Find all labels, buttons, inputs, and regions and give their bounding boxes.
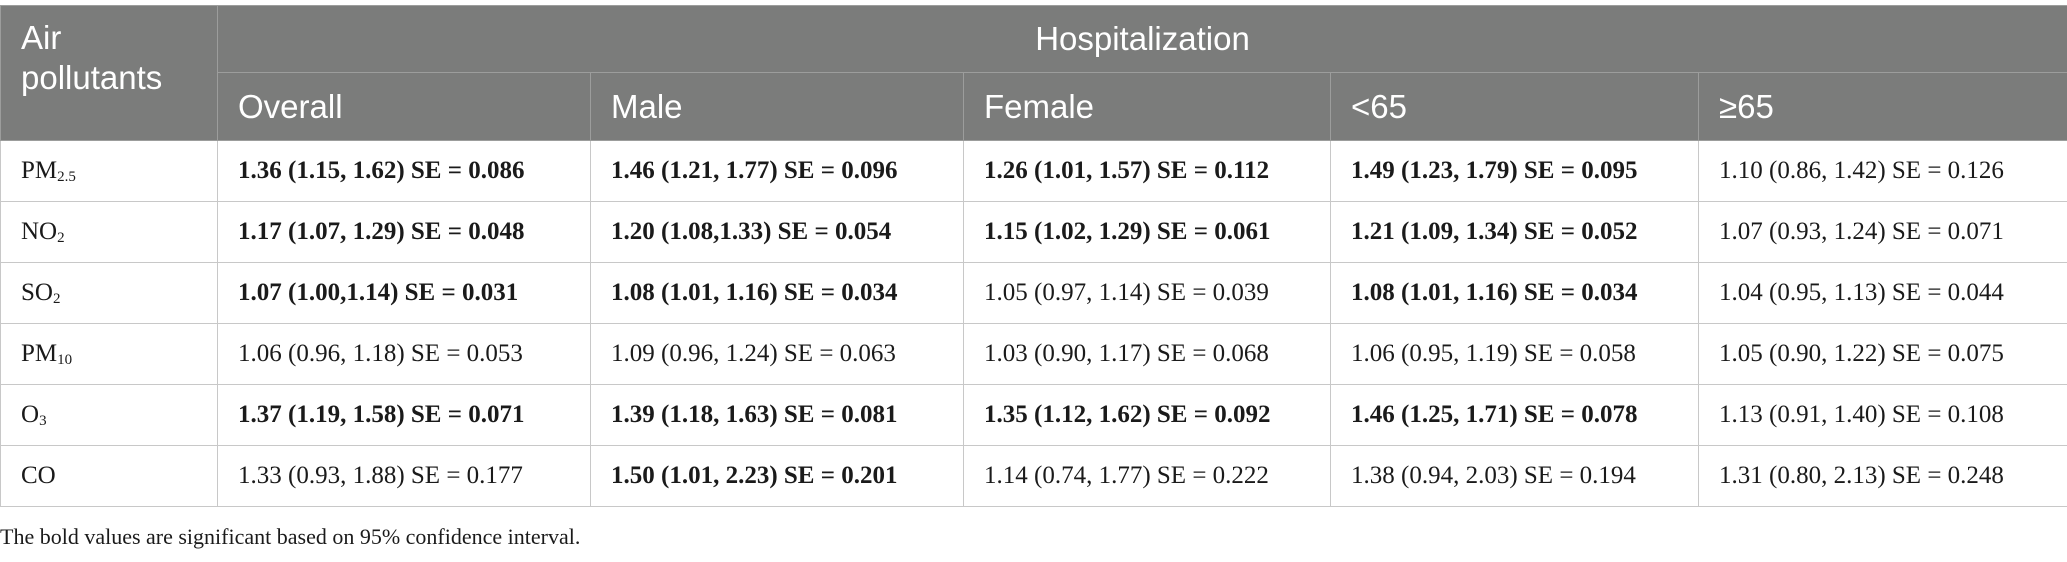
table-row: PM10 1.06 (0.96, 1.18) SE = 0.053 1.09 (0.…	[0, 323, 2067, 385]
table-cell: 1.37 (1.19, 1.58) SE = 0.071	[217, 384, 591, 446]
pollutant-label: CO	[0, 445, 218, 507]
pollutant-subscript: 2.5	[57, 169, 76, 185]
table-cell: 1.10 (0.86, 1.42) SE = 0.126	[1698, 140, 2067, 202]
pollutant-name: SO	[21, 279, 53, 306]
pollutant-subscript: 3	[39, 413, 47, 429]
table-cell: 1.46 (1.21, 1.77) SE = 0.096	[590, 140, 964, 202]
table-header: Air pollutants Hospitalization Overall M…	[0, 5, 2067, 141]
table-row: CO 1.33 (0.93, 1.88) SE = 0.177 1.50 (1.01…	[0, 445, 2067, 507]
pollutant-name: CO	[21, 462, 56, 489]
group-header: Hospitalization	[217, 5, 2067, 73]
table-cell: 1.46 (1.25, 1.71) SE = 0.078	[1330, 384, 1699, 446]
pollutant-subscript: 10	[57, 352, 73, 368]
table-cell: 1.06 (0.96, 1.18) SE = 0.053	[217, 323, 591, 385]
pollutant-label: SO2	[0, 262, 218, 324]
table-cell: 1.38 (0.94, 2.03) SE = 0.194	[1330, 445, 1699, 507]
table-cell: 1.14 (0.74, 1.77) SE = 0.222	[963, 445, 1331, 507]
pollutant-label: PM10	[0, 323, 218, 385]
pollutant-subscript: 2	[52, 291, 61, 307]
table-cell: 1.35 (1.12, 1.62) SE = 0.092	[963, 384, 1331, 446]
table-cell: 1.49 (1.23, 1.79) SE = 0.095	[1330, 140, 1699, 202]
pollutant-label: O3	[0, 384, 218, 446]
column-header-female: Female	[963, 72, 1331, 141]
column-header-under-65: <65	[1330, 72, 1699, 141]
table-cell: 1.07 (0.93, 1.24) SE = 0.071	[1698, 201, 2067, 263]
pollutant-name: PM	[21, 157, 58, 184]
column-header-male: Male	[590, 72, 964, 141]
table-cell: 1.06 (0.95, 1.19) SE = 0.058	[1330, 323, 1699, 385]
table-cell: 1.03 (0.90, 1.17) SE = 0.068	[963, 323, 1331, 385]
table-row: NO2 1.17 (1.07, 1.29) SE = 0.048 1.20 (1.0…	[0, 201, 2067, 263]
results-table: Air pollutants Hospitalization Overall M…	[0, 5, 2067, 507]
table-cell: 1.20 (1.08,1.33) SE = 0.054	[590, 201, 964, 263]
table-cell: 1.26 (1.01, 1.57) SE = 0.112	[963, 140, 1331, 202]
pollutant-subscript: 2	[57, 230, 65, 246]
pollutant-name: PM	[21, 340, 58, 367]
table-body: PM2.5 1.36 (1.15, 1.62) SE = 0.086 1.46 (1…	[0, 140, 2067, 507]
table-cell: 1.05 (0.97, 1.14) SE = 0.039	[963, 262, 1331, 324]
table-cell: 1.13 (0.91, 1.40) SE = 0.108	[1698, 384, 2067, 446]
table-row: SO2 1.07 (1.00,1.14) SE = 0.031 1.08 (1.01…	[0, 262, 2067, 324]
table-cell: 1.08 (1.01, 1.16) SE = 0.034	[1330, 262, 1699, 324]
table-cell: 1.07 (1.00,1.14) SE = 0.031	[217, 262, 591, 324]
table-cell: 1.33 (0.93, 1.88) SE = 0.177	[217, 445, 591, 507]
column-header-overall: Overall	[217, 72, 591, 141]
pollutant-name: NO	[21, 218, 58, 245]
table-cell: 1.39 (1.18, 1.63) SE = 0.081	[590, 384, 964, 446]
table-cell: 1.17 (1.07, 1.29) SE = 0.048	[217, 201, 591, 263]
row-header-label: Air pollutants	[0, 5, 218, 141]
table-cell: 1.04 (0.95, 1.13) SE = 0.044	[1698, 262, 2067, 324]
table-cell: 1.21 (1.09, 1.34) SE = 0.052	[1330, 201, 1699, 263]
table-cell: 1.50 (1.01, 2.23) SE = 0.201	[590, 445, 964, 507]
table-cell: 1.09 (0.96, 1.24) SE = 0.063	[590, 323, 964, 385]
table-cell: 1.08 (1.01, 1.16) SE = 0.034	[590, 262, 964, 324]
pollutant-name: O	[21, 401, 40, 428]
table-row: PM2.5 1.36 (1.15, 1.62) SE = 0.086 1.46 (1…	[0, 140, 2067, 202]
table-cell: 1.31 (0.80, 2.13) SE = 0.248	[1698, 445, 2067, 507]
table-cell: 1.36 (1.15, 1.62) SE = 0.086	[217, 140, 591, 202]
column-header-65-and-over: ≥65	[1698, 72, 2067, 141]
pollutant-label: PM2.5	[0, 140, 218, 202]
table-footnote: The bold values are significant based on…	[0, 524, 581, 549]
pollutant-label: NO2	[0, 201, 218, 263]
table-cell: 1.05 (0.90, 1.22) SE = 0.075	[1698, 323, 2067, 385]
table-row: O3 1.37 (1.19, 1.58) SE = 0.071 1.39 (1.18…	[0, 384, 2067, 446]
table-cell: 1.15 (1.02, 1.29) SE = 0.061	[963, 201, 1331, 263]
